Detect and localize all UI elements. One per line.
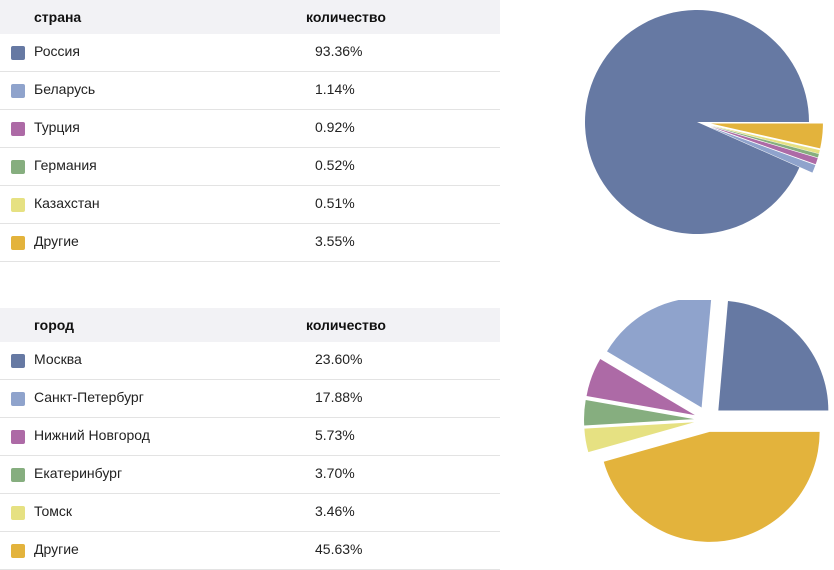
table-row: Другие 45.63% <box>0 532 500 570</box>
pie-slice-5 <box>710 125 820 154</box>
row-label: Россия <box>34 43 80 59</box>
table-row: Москва 23.60% <box>0 342 500 380</box>
row-value: 3.55% <box>315 233 355 249</box>
country-pie-chart <box>585 10 823 234</box>
legend-swatch <box>11 46 25 60</box>
row-value: 17.88% <box>315 389 363 405</box>
city-pie-chart <box>584 300 829 542</box>
column-header-count: количество <box>306 9 386 25</box>
pie-slice-3 <box>586 359 695 416</box>
legend-swatch <box>11 160 25 174</box>
row-value: 45.63% <box>315 541 363 557</box>
row-value: 3.46% <box>315 503 355 519</box>
row-value: 1.14% <box>315 81 355 97</box>
table-row: Турция 0.92% <box>0 110 500 148</box>
table-row: Екатеринбург 3.70% <box>0 456 500 494</box>
pie-slice-4 <box>584 399 695 426</box>
city-table: город количество Москва 23.60% Санкт-Пет… <box>0 308 500 570</box>
column-header-country: страна <box>34 9 82 25</box>
pie-slice-6 <box>603 431 820 542</box>
legend-swatch <box>11 544 25 558</box>
legend-swatch <box>11 84 25 98</box>
legend-swatch <box>11 392 25 406</box>
row-label: Томск <box>34 503 72 519</box>
row-label: Екатеринбург <box>34 465 123 481</box>
pie-slice-2 <box>709 127 816 173</box>
row-label: Казахстан <box>34 195 100 211</box>
pie-slice-2 <box>607 300 712 408</box>
legend-swatch <box>11 236 25 250</box>
country-table: страна количество Россия 93.36% Беларусь… <box>0 0 500 262</box>
row-label: Санкт-Петербург <box>34 389 144 405</box>
table-row: Германия 0.52% <box>0 148 500 186</box>
row-value: 93.36% <box>315 43 363 59</box>
row-label: Германия <box>34 157 97 173</box>
column-header-count: количество <box>306 317 386 333</box>
table-row: Другие 3.55% <box>0 224 500 262</box>
legend-swatch <box>11 354 25 368</box>
pie-slice-1 <box>718 300 829 411</box>
row-value: 0.92% <box>315 119 355 135</box>
row-label: Турция <box>34 119 80 135</box>
table-row: Казахстан 0.51% <box>0 186 500 224</box>
legend-swatch <box>11 198 25 212</box>
pie-slice-3 <box>710 126 818 165</box>
table-row: Томск 3.46% <box>0 494 500 532</box>
table-row: Санкт-Петербург 17.88% <box>0 380 500 418</box>
pie-slice-4 <box>710 125 819 158</box>
row-label: Нижний Новгород <box>34 427 150 443</box>
legend-swatch <box>11 506 25 520</box>
row-label: Беларусь <box>34 81 96 97</box>
column-header-city: город <box>34 317 75 333</box>
row-label: Другие <box>34 233 79 249</box>
row-value: 0.52% <box>315 157 355 173</box>
row-value: 23.60% <box>315 351 363 367</box>
legend-swatch <box>11 468 25 482</box>
table-row: Беларусь 1.14% <box>0 72 500 110</box>
row-label: Москва <box>34 351 82 367</box>
row-value: 0.51% <box>315 195 355 211</box>
pie-slice-6 <box>710 123 823 149</box>
row-value: 5.73% <box>315 427 355 443</box>
pie-slice-1 <box>585 10 809 234</box>
table-row: Нижний Новгород 5.73% <box>0 418 500 456</box>
legend-swatch <box>11 430 25 444</box>
pie-slice-5 <box>584 422 695 453</box>
legend-swatch <box>11 122 25 136</box>
row-label: Другие <box>34 541 79 557</box>
table-header: страна количество <box>0 0 500 34</box>
row-value: 3.70% <box>315 465 355 481</box>
table-header: город количество <box>0 308 500 342</box>
table-row: Россия 93.36% <box>0 34 500 72</box>
